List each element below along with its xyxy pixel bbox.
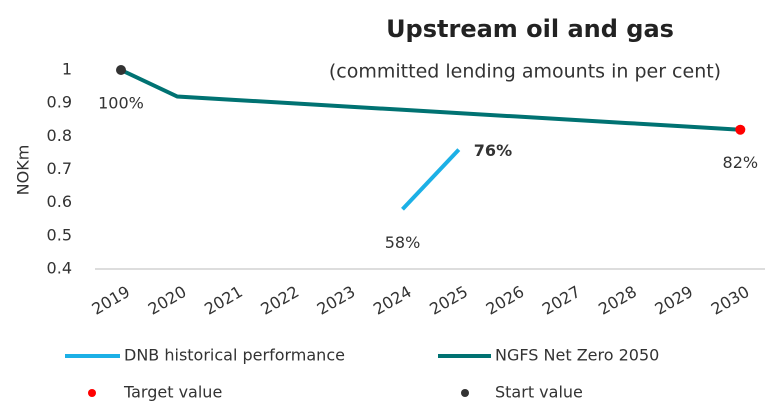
x-tick-label: 2020 bbox=[145, 282, 190, 319]
legend-label: NGFS Net Zero 2050 bbox=[495, 346, 659, 365]
legend-label: Target value bbox=[123, 383, 222, 402]
data-label: 100% bbox=[98, 94, 144, 113]
y-tick-label: 0.9 bbox=[47, 93, 72, 112]
series-marker bbox=[116, 65, 126, 75]
y-tick-label: 0.8 bbox=[47, 126, 72, 145]
data-label: 76% bbox=[474, 141, 512, 160]
x-tick-label: 2019 bbox=[88, 282, 133, 319]
y-tick-label: 0.5 bbox=[47, 225, 72, 244]
legend-swatch bbox=[88, 389, 96, 397]
x-tick-label: 2030 bbox=[708, 282, 753, 319]
y-tick-label: 1 bbox=[62, 60, 72, 79]
x-tick-label: 2027 bbox=[539, 282, 584, 319]
x-tick-label: 2024 bbox=[370, 282, 415, 319]
data-label: 82% bbox=[723, 153, 759, 172]
x-tick-label: 2028 bbox=[595, 282, 640, 319]
legend-label: DNB historical performance bbox=[124, 346, 345, 365]
chart-subtitle: (committed lending amounts in per cent) bbox=[329, 61, 721, 83]
y-axis-label: NOKm bbox=[14, 145, 33, 196]
x-tick-label: 2023 bbox=[314, 282, 359, 319]
chart-title: Upstream oil and gas bbox=[386, 15, 674, 43]
series-line bbox=[401, 148, 461, 211]
legend-label: Start value bbox=[495, 383, 583, 402]
y-tick-label: 0.4 bbox=[47, 259, 72, 278]
series-marker bbox=[735, 124, 746, 135]
data-label: 58% bbox=[385, 233, 421, 252]
x-tick-label: 2025 bbox=[426, 282, 471, 319]
y-tick-label: 0.7 bbox=[47, 159, 72, 178]
x-tick-label: 2022 bbox=[257, 282, 302, 319]
legend-swatch bbox=[461, 389, 469, 397]
x-tick-label: 2026 bbox=[483, 282, 528, 319]
series-line bbox=[120, 68, 741, 132]
y-tick-label: 0.6 bbox=[47, 192, 72, 211]
x-tick-label: 2021 bbox=[201, 282, 246, 319]
x-tick-label: 2029 bbox=[651, 282, 696, 319]
